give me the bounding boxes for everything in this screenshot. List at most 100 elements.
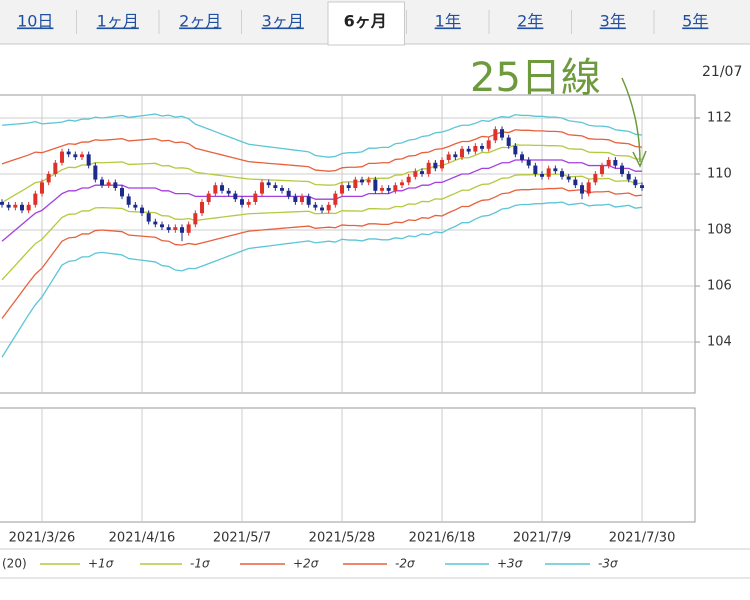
y-tick-label: 108: [707, 222, 732, 237]
candle-body: [353, 179, 358, 188]
candle-body: [433, 162, 438, 169]
y-tick-label: 106: [707, 279, 732, 294]
candle-body: [180, 227, 185, 233]
candle-body: [406, 176, 411, 183]
candle-body: [113, 182, 118, 188]
candle-body: [313, 204, 318, 208]
legend-label: +3σ: [497, 557, 523, 571]
candle-body: [106, 182, 111, 186]
candle-body: [13, 204, 18, 208]
candle-body: [6, 204, 11, 208]
tab[interactable]: 2ヶ月: [179, 12, 221, 31]
candle-body: [200, 201, 205, 214]
candle-body: [253, 193, 258, 202]
candle-body: [280, 187, 285, 191]
candle-body: [293, 196, 298, 202]
sub-panel-frame: [0, 407, 696, 523]
band-line: [1, 159, 643, 242]
candle-body: [86, 154, 91, 166]
legend-label: -1σ: [190, 557, 210, 571]
candle-body: [73, 154, 78, 158]
tab[interactable]: 10日: [17, 12, 53, 31]
candle-body: [500, 129, 505, 138]
candle-body: [20, 204, 25, 211]
candle-body: [460, 148, 465, 158]
candle-body: [320, 207, 325, 211]
candle-body: [286, 190, 291, 197]
tab[interactable]: 2年: [517, 12, 543, 31]
legend-label: -3σ: [598, 557, 618, 571]
candle-body: [186, 224, 191, 233]
x-tick-label: 2021/7/30: [609, 531, 676, 546]
legend-label: +2σ: [293, 557, 319, 571]
candle-body: [360, 179, 365, 183]
tab[interactable]: 3ヶ月: [262, 12, 304, 31]
candle-body: [346, 185, 351, 188]
annotation-arrow: [621, 77, 641, 163]
candle-body: [146, 213, 151, 222]
candle-body: [260, 182, 265, 194]
candle-body: [380, 187, 385, 191]
candle-body: [393, 185, 398, 191]
candle-body: [566, 176, 571, 180]
candle-body: [593, 173, 598, 183]
candle-body: [120, 187, 125, 197]
candle-body: [246, 201, 251, 205]
candle-body: [520, 154, 525, 160]
candle-body: [373, 179, 378, 191]
legend-label: +1σ: [88, 557, 114, 571]
annotation-arrowhead: [632, 150, 647, 168]
candle-body: [26, 204, 31, 211]
candle-body: [340, 185, 345, 194]
candle-body: [326, 204, 331, 211]
band-line: [1, 113, 643, 158]
candle-body: [573, 179, 578, 186]
candle-body: [220, 185, 225, 191]
candle-body: [133, 204, 138, 208]
candle-body: [153, 221, 158, 225]
candle-body: [533, 165, 538, 174]
band-line: [1, 201, 643, 358]
candle-body: [493, 129, 498, 141]
annotation: 25日線: [470, 55, 601, 101]
x-tick-label: 2021/5/7: [213, 531, 271, 546]
candle-body: [426, 162, 431, 174]
candle-body: [453, 154, 458, 158]
x-tick-label: 2021/6/18: [409, 531, 476, 546]
candle-body: [420, 171, 425, 174]
candle-body: [126, 196, 131, 205]
candle-body: [46, 173, 51, 183]
candle-body: [473, 145, 478, 152]
y-tick-label: 112: [707, 110, 732, 125]
y-tick-label: 110: [707, 166, 732, 181]
corner-label: 21/07: [702, 64, 742, 80]
tab[interactable]: 3年: [600, 12, 626, 31]
x-tick-label: 2021/3/26: [9, 531, 76, 546]
candle-body: [93, 165, 98, 180]
tab[interactable]: 5年: [682, 12, 708, 31]
candle-body: [66, 151, 71, 155]
candle-body: [620, 165, 625, 174]
candle-body: [400, 182, 405, 186]
x-tick-label: 2021/4/16: [109, 531, 176, 546]
tab[interactable]: 1ヶ月: [97, 12, 139, 31]
candle-body: [633, 179, 638, 186]
candle-body: [60, 151, 65, 163]
candle-body: [173, 227, 178, 230]
candle-body: [300, 196, 305, 202]
tab[interactable]: 1年: [435, 12, 461, 31]
tab: 6ヶ月: [344, 12, 387, 31]
candle-body: [640, 185, 645, 188]
candle-body: [80, 154, 85, 158]
candle-body: [33, 193, 38, 205]
band-line: [1, 187, 643, 319]
candle-body: [193, 213, 198, 225]
candle-body: [206, 193, 211, 202]
candle-body: [446, 154, 451, 160]
candle-body: [606, 159, 611, 166]
candle-body: [0, 201, 4, 205]
candle-body: [226, 190, 231, 194]
legend-label: -2σ: [395, 557, 415, 571]
candle-body: [486, 140, 491, 149]
candle-body: [160, 224, 165, 228]
